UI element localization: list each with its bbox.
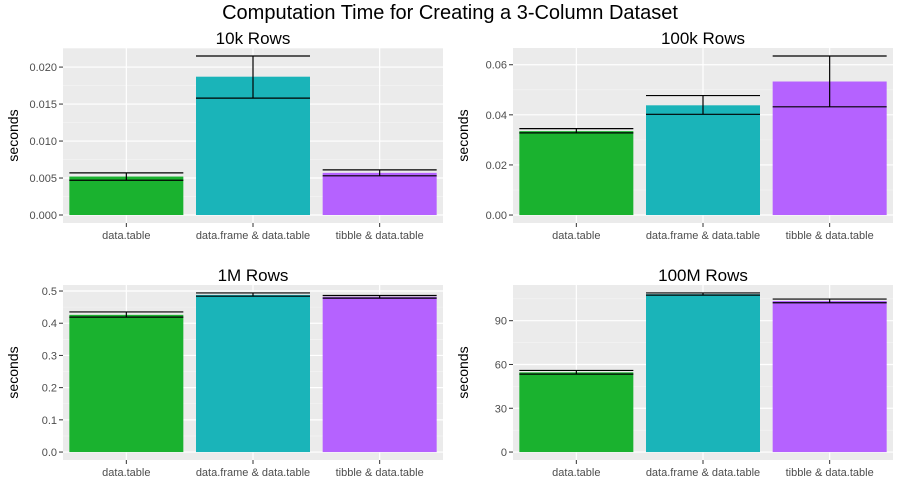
error-bar bbox=[772, 55, 887, 108]
chart-panel-100k-rows: 100k Rows seconds 0.00 0.02 0.04 0.06 data.tab… bbox=[455, 29, 893, 242]
y-tick-label: 0.04 bbox=[486, 110, 507, 122]
bar-data-frame-data-table bbox=[646, 105, 760, 216]
y-tick-label: 0.0 bbox=[42, 447, 57, 459]
y-tick-label: 0.5 bbox=[42, 286, 57, 298]
bar-data-table bbox=[519, 372, 634, 453]
bar-data-frame-data-table bbox=[196, 76, 310, 216]
y-axis-label: seconds bbox=[5, 109, 21, 161]
y-tick-label: 0.005 bbox=[29, 173, 57, 185]
y-tick-label: 0.010 bbox=[29, 136, 57, 148]
y-tick-label: 0.2 bbox=[42, 383, 57, 395]
chart-panel-10k-rows: 10k Rows seconds 0.000 0.005 0.010 0.015 0.020… bbox=[5, 29, 443, 242]
error-bar bbox=[69, 172, 184, 181]
error-bar bbox=[322, 169, 437, 177]
bar-data-table bbox=[69, 176, 184, 216]
y-tick-label: 0.020 bbox=[29, 62, 57, 74]
x-tick-label: tibble & data.table bbox=[786, 230, 874, 242]
bar-tibble-data-table bbox=[322, 296, 437, 453]
error-bar bbox=[69, 311, 184, 318]
error-bar bbox=[322, 294, 437, 299]
y-tick-label: 0.3 bbox=[42, 350, 57, 362]
error-bar bbox=[196, 55, 310, 99]
y-tick-label: 30 bbox=[495, 403, 507, 415]
y-tick-label: 60 bbox=[495, 359, 507, 371]
y-tick-label: 0.015 bbox=[29, 99, 57, 111]
x-tick-label: data.frame & data.table bbox=[646, 467, 760, 479]
bar-data-table bbox=[69, 314, 184, 453]
bar-data-frame-data-table bbox=[646, 294, 760, 453]
bar-data-table bbox=[519, 131, 634, 216]
y-axis-label: seconds bbox=[5, 346, 21, 398]
x-tick-label: data.frame & data.table bbox=[196, 467, 310, 479]
error-bar bbox=[772, 298, 887, 304]
bar-data-frame-data-table bbox=[196, 294, 310, 453]
y-tick-label: 0.02 bbox=[486, 160, 507, 172]
y-tick-label: 90 bbox=[495, 316, 507, 328]
x-tick-label: data.table bbox=[102, 467, 150, 479]
y-tick-label: 0.000 bbox=[29, 210, 57, 222]
y-tick-label: 0.06 bbox=[486, 60, 507, 72]
y-tick-label: 0.4 bbox=[42, 318, 57, 330]
chart-panel-1m-rows: 1M Rows seconds 0.0 0.1 0.2 0.3 0.4 0.5 data.tab… bbox=[5, 266, 443, 479]
bar-tibble-data-table bbox=[772, 300, 887, 453]
panel-title: 100k Rows bbox=[661, 29, 745, 48]
x-tick-label: tibble & data.table bbox=[336, 467, 424, 479]
chart-panel-100m-rows: 100M Rows seconds 0 30 60 90 data.table data.fr… bbox=[455, 266, 893, 479]
panel-title: 1M Rows bbox=[218, 266, 289, 285]
x-tick-label: data.table bbox=[102, 230, 150, 242]
x-tick-label: data.frame & data.table bbox=[646, 230, 760, 242]
x-tick-label: data.frame & data.table bbox=[196, 230, 310, 242]
error-bar bbox=[519, 369, 634, 375]
y-axis-label: seconds bbox=[455, 109, 471, 161]
error-bar bbox=[646, 94, 760, 115]
y-tick-label: 0.1 bbox=[42, 415, 57, 427]
error-bar bbox=[646, 292, 760, 296]
bar-tibble-data-table bbox=[322, 172, 437, 216]
error-bar bbox=[196, 292, 310, 297]
y-tick-label: 0 bbox=[501, 447, 507, 459]
panel-title: 100M Rows bbox=[658, 266, 748, 285]
y-tick-label: 0.00 bbox=[486, 210, 507, 222]
x-tick-label: data.table bbox=[552, 230, 600, 242]
x-tick-label: tibble & data.table bbox=[786, 467, 874, 479]
panel-title: 10k Rows bbox=[216, 29, 291, 48]
y-axis-label: seconds bbox=[455, 346, 471, 398]
x-tick-label: data.table bbox=[552, 467, 600, 479]
error-bar bbox=[519, 128, 634, 134]
figure-title: Computation Time for Creating a 3-Column… bbox=[222, 2, 678, 24]
x-tick-label: tibble & data.table bbox=[336, 230, 424, 242]
